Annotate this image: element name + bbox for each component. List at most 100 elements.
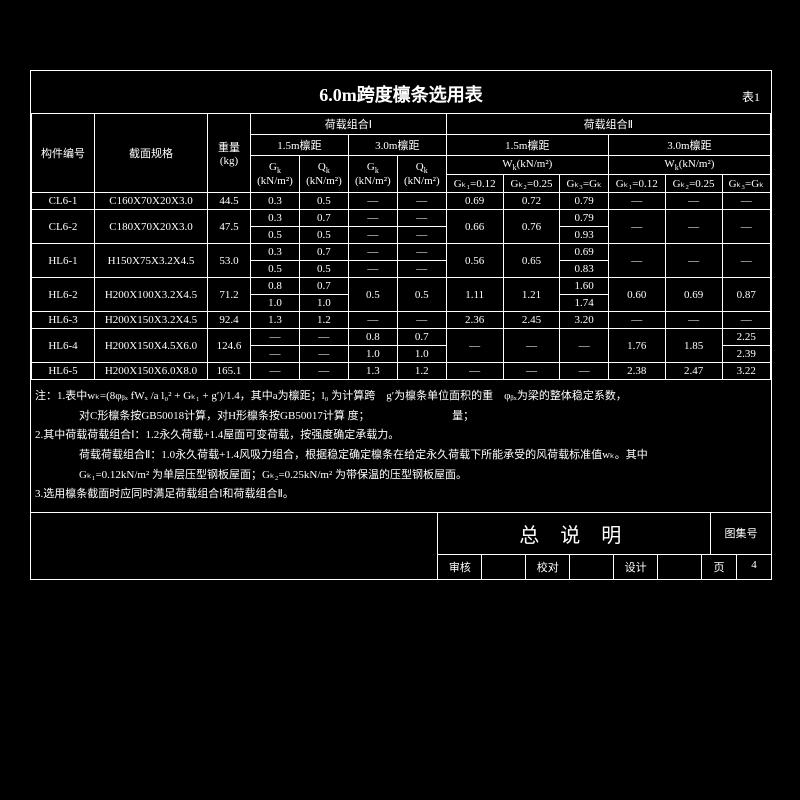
note-2a: 2.其中荷载荷载组合Ⅰ：1.2永久荷载+1.4屋面可变荷载，按强度确定承载力。	[35, 427, 767, 445]
cell-wt: 71.2	[208, 278, 251, 312]
cell-value: 1.74	[560, 295, 608, 312]
note-3: 3.选用檩条截面时应同时满足荷载组合Ⅰ和荷载组合Ⅱ。	[35, 486, 767, 504]
cell-value: 0.5	[397, 278, 446, 312]
col-load-combo-1: 荷载组合Ⅰ	[251, 114, 447, 135]
cell-value: 0.69	[665, 278, 722, 312]
cell-value: 0.5	[251, 227, 300, 244]
col-qk-15: Qk(kN/m²)	[299, 156, 348, 193]
cell-value: 0.83	[560, 261, 608, 278]
cell-value: —	[348, 244, 397, 261]
cell-spec: H200X150X4.5X6.0	[95, 329, 208, 363]
cell-id: HL6-1	[32, 244, 95, 278]
table-row: CL6-2C180X70X20X3.047.50.30.7——0.660.760…	[32, 210, 771, 227]
cell-value: 2.45	[503, 312, 560, 329]
cell-value: —	[722, 244, 771, 278]
cell-value: —	[348, 210, 397, 227]
cell-value: 1.0	[299, 295, 348, 312]
cell-value: —	[397, 261, 446, 278]
cell-value: —	[446, 329, 503, 363]
cell-value: —	[299, 363, 348, 380]
cell-value: 0.5	[299, 261, 348, 278]
col-member-id: 构件编号	[32, 114, 95, 193]
cell-value: 1.0	[251, 295, 300, 312]
table-title: 6.0m跨度檩条选用表	[31, 71, 771, 113]
note-2c: Gₖ₁=0.12kN/m² 为单层压型钢板屋面；Gₖ₂=0.25kN/m² 为带…	[35, 467, 767, 485]
cell-value: —	[608, 193, 665, 210]
cell-id: CL6-2	[32, 210, 95, 244]
cell-value: 0.5	[251, 261, 300, 278]
cell-value: 0.5	[299, 193, 348, 210]
cell-value: —	[251, 329, 300, 346]
cell-value: 0.7	[397, 329, 446, 346]
cell-id: CL6-1	[32, 193, 95, 210]
drawing-sheet: 6.0m跨度檩条选用表 构件编号 截面规格 重量(kg) 荷载组合Ⅰ 荷载组合Ⅱ…	[30, 70, 772, 580]
cell-value: —	[348, 227, 397, 244]
col-gk-30: Gk(kN/m²)	[348, 156, 397, 193]
cell-value: 1.3	[348, 363, 397, 380]
cell-value: —	[446, 363, 503, 380]
cell-spec: H200X100X3.2X4.5	[95, 278, 208, 312]
sheet-title: 总 说 明	[438, 513, 710, 554]
cell-value: 0.3	[251, 244, 300, 261]
col-gkgk-15: Gₖ₃=Gₖ	[560, 175, 608, 193]
col-gk025-30: Gₖ₂=0.25	[665, 175, 722, 193]
cell-value: —	[608, 312, 665, 329]
cell-value: 2.39	[722, 346, 771, 363]
col-gk025-15: Gₖ₂=0.25	[503, 175, 560, 193]
cell-value: 3.22	[722, 363, 771, 380]
cell-value: —	[665, 193, 722, 210]
cell-value: 0.76	[503, 210, 560, 244]
drawing-set-no-label: 图集号	[710, 513, 771, 554]
cell-value: —	[348, 312, 397, 329]
cell-value: —	[397, 312, 446, 329]
note-1a: 注：1.表中wₖ=(8φᵦₓ fWₓ /a l₀² + Gₖ₁ + g′)/1.…	[35, 388, 767, 406]
table-body: CL6-1C160X70X20X3.044.50.30.5——0.690.720…	[32, 193, 771, 380]
cell-value: —	[251, 346, 300, 363]
cell-value: 0.69	[560, 244, 608, 261]
col-gk012-30: Gₖ₁=0.12	[608, 175, 665, 193]
cell-value: —	[560, 363, 608, 380]
cell-value: 1.0	[348, 346, 397, 363]
cell-spec: H200X150X3.2X4.5	[95, 312, 208, 329]
table-header: 构件编号 截面规格 重量(kg) 荷载组合Ⅰ 荷载组合Ⅱ 1.5m檩距 3.0m…	[32, 114, 771, 193]
cell-value: —	[503, 329, 560, 363]
cell-value: 2.38	[608, 363, 665, 380]
col-gkgk-30: Gₖ₃=Gₖ	[722, 175, 771, 193]
cell-id: HL6-4	[32, 329, 95, 363]
cell-value: —	[503, 363, 560, 380]
cell-value: 0.66	[446, 210, 503, 244]
cell-value: 0.8	[251, 278, 300, 295]
col-weight: 重量(kg)	[208, 114, 251, 193]
checker-label: 校对	[525, 555, 569, 579]
cell-value: 0.56	[446, 244, 503, 278]
cell-value: 0.93	[560, 227, 608, 244]
cell-value: 0.7	[299, 278, 348, 295]
note-1b: 对C形檩条按GB50018计算，对H形檩条按GB50017计算 度； 量；	[35, 408, 767, 426]
cell-value: 0.87	[722, 278, 771, 312]
cell-value: —	[665, 312, 722, 329]
table-row: HL6-2H200X100X3.2X4.571.20.80.70.50.51.1…	[32, 278, 771, 295]
cell-value: —	[665, 210, 722, 244]
cell-value: —	[348, 193, 397, 210]
col-gk012-15: Gₖ₁=0.12	[446, 175, 503, 193]
cell-value: —	[560, 329, 608, 363]
cell-spec: C180X70X20X3.0	[95, 210, 208, 244]
note-2b: 荷载荷载组合Ⅱ：1.0永久荷载+1.4风吸力组合，根据稳定确定檩条在给定永久荷载…	[35, 447, 767, 465]
cell-value: 1.60	[560, 278, 608, 295]
col-wk-15: Wk(kN/m²)	[446, 156, 608, 175]
cell-value: 0.5	[299, 227, 348, 244]
cell-value: 1.2	[299, 312, 348, 329]
cell-value: 2.25	[722, 329, 771, 346]
col-c2-span30: 3.0m檩距	[608, 135, 770, 156]
col-c1-span15: 1.5m檩距	[251, 135, 349, 156]
cell-value: 0.3	[251, 210, 300, 227]
cell-value: 0.8	[348, 329, 397, 346]
cell-value: —	[348, 261, 397, 278]
cell-wt: 124.6	[208, 329, 251, 363]
cell-value: —	[397, 244, 446, 261]
cell-value: 0.65	[503, 244, 560, 278]
cell-value: 3.20	[560, 312, 608, 329]
cell-value: —	[397, 227, 446, 244]
cell-value: 1.21	[503, 278, 560, 312]
cell-value: 1.85	[665, 329, 722, 363]
